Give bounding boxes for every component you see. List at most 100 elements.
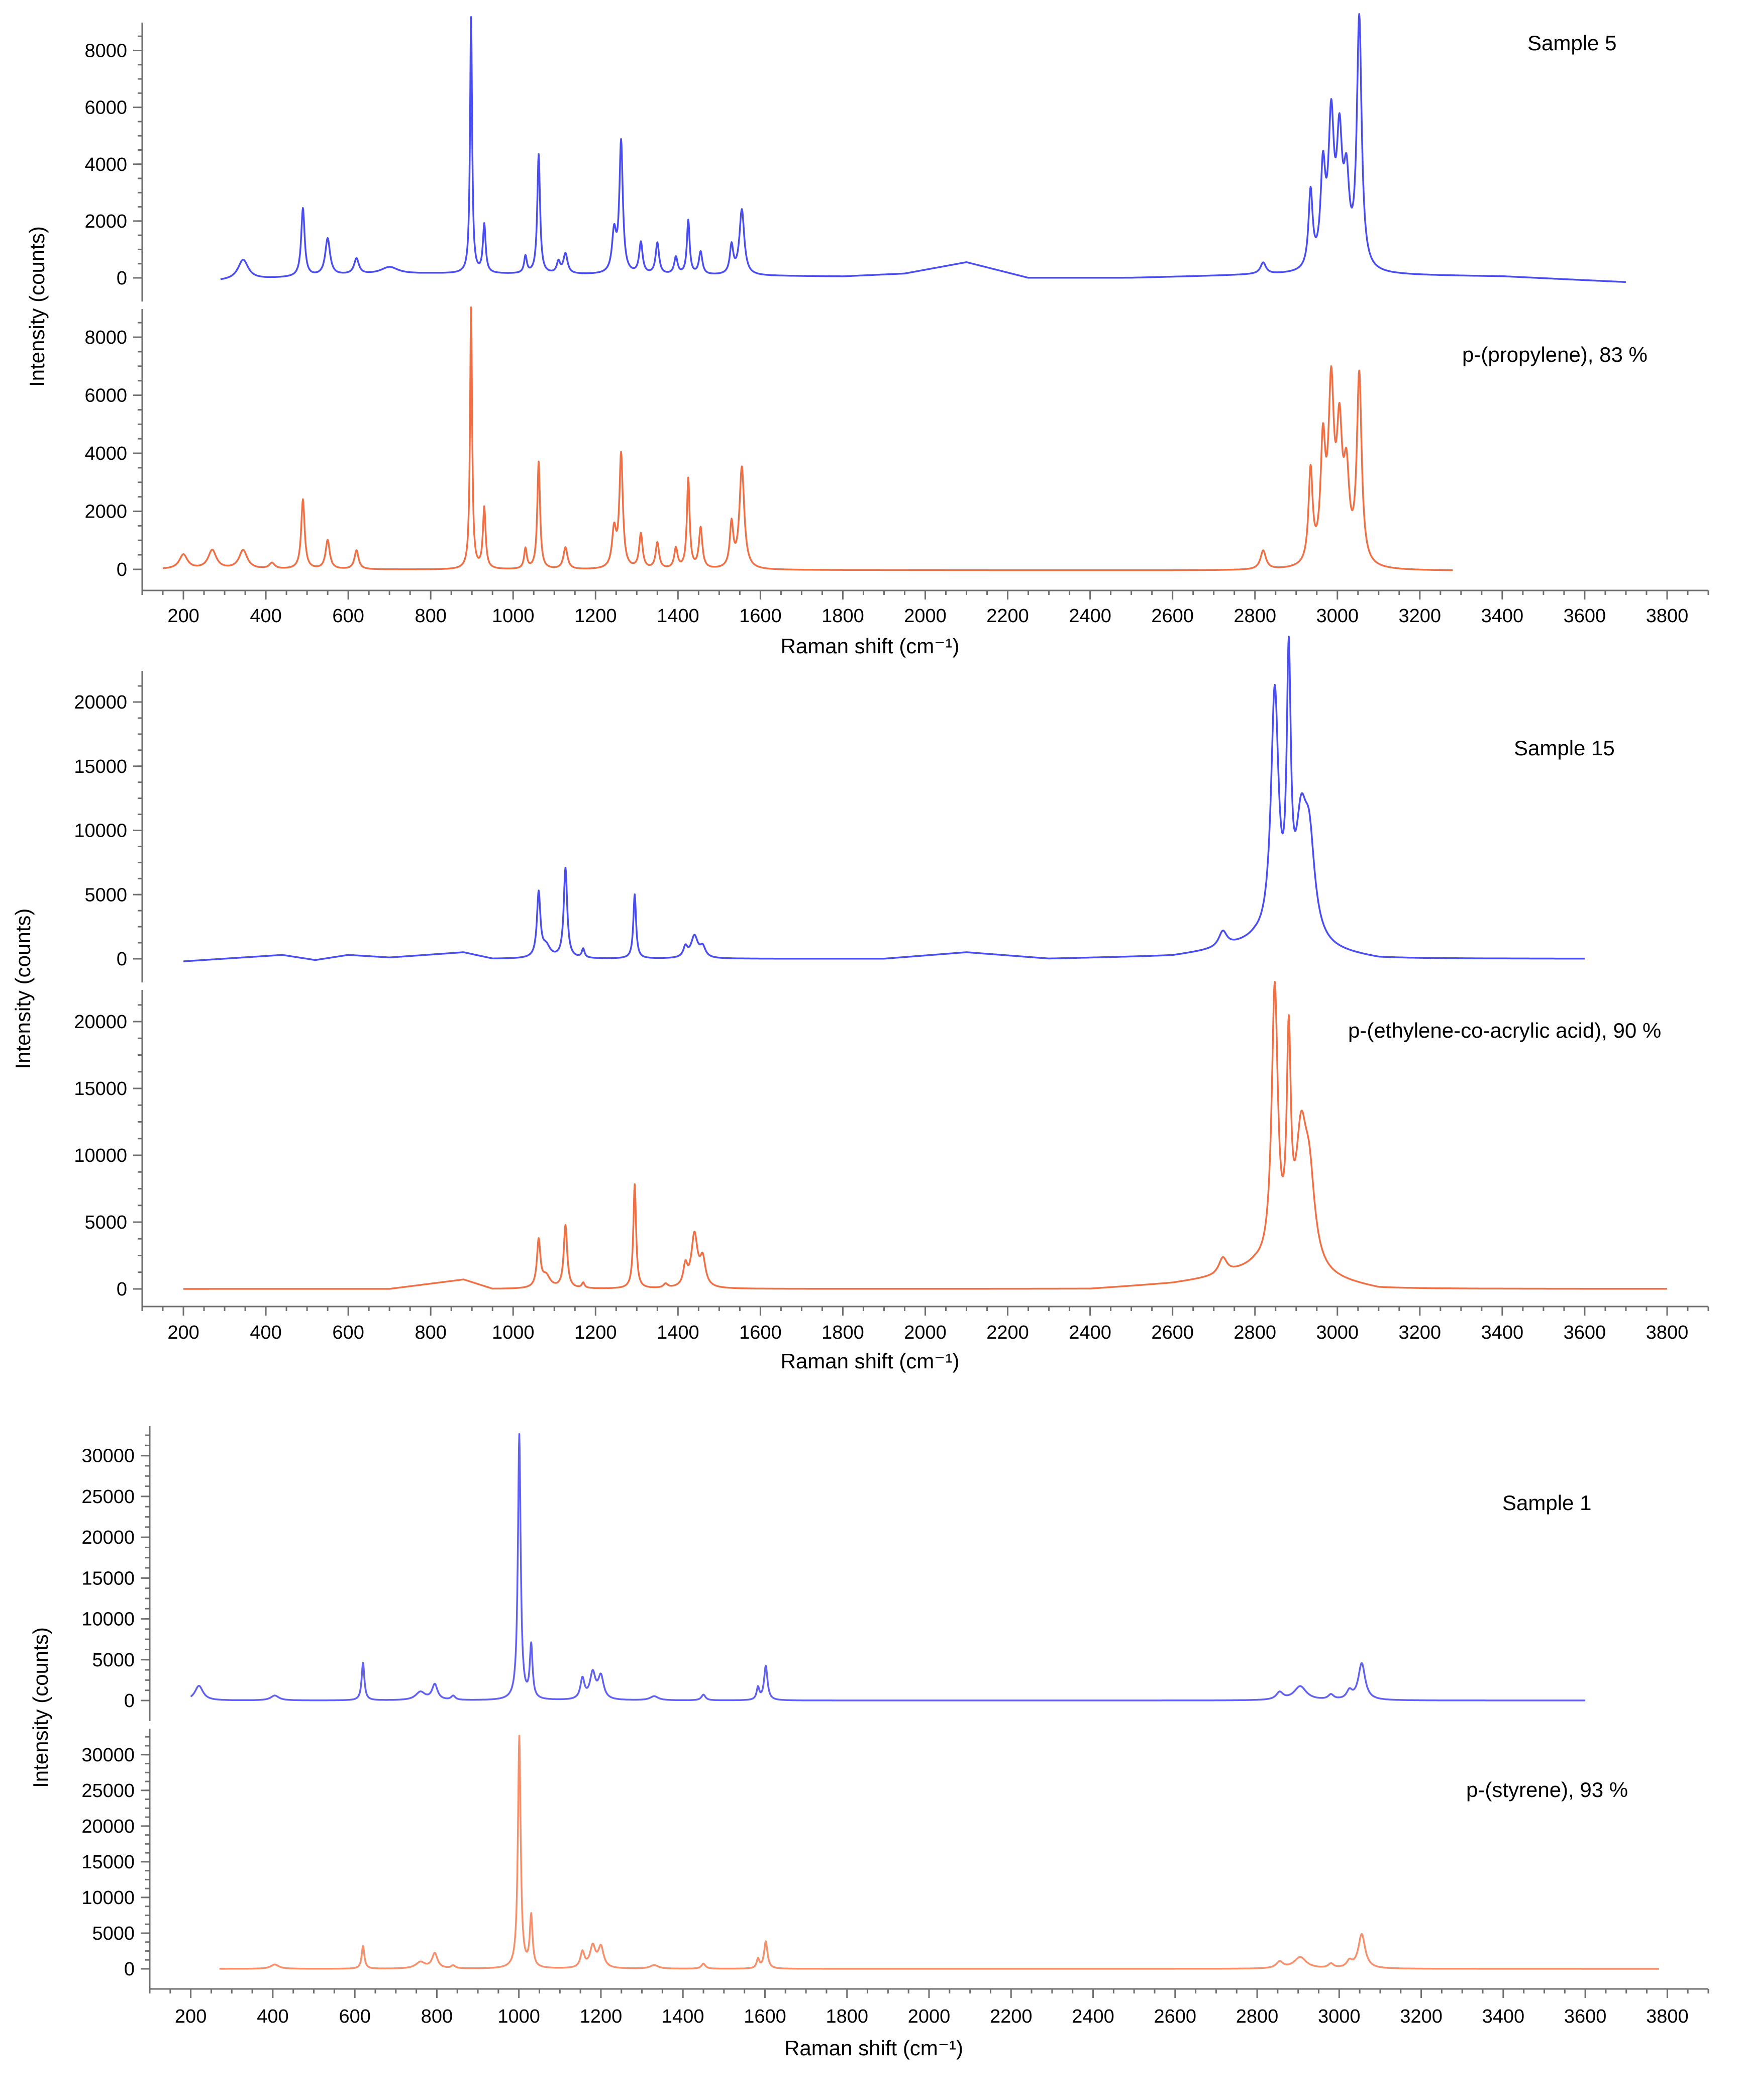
- x-tick-label: 200: [167, 606, 199, 627]
- x-axis-title: Raman shift (cm⁻¹): [784, 2036, 963, 2060]
- x-tick-label: 2200: [990, 2006, 1033, 2027]
- y-tick-label: 0: [117, 949, 127, 970]
- y-tick-label: 0: [117, 268, 127, 289]
- y-tick-label: 8000: [84, 41, 127, 62]
- x-tick-label: 3000: [1316, 1322, 1359, 1343]
- x-tick-label: 1800: [826, 2006, 868, 2027]
- x-tick-label: 1200: [574, 1322, 617, 1343]
- x-tick-label: 200: [175, 2006, 207, 2027]
- x-tick-label: 600: [332, 1322, 364, 1343]
- series-label: p-(propylene), 83 %: [1462, 343, 1648, 366]
- x-tick-label: 1400: [657, 606, 699, 627]
- x-tick-label: 3400: [1482, 2006, 1525, 2027]
- chart-2: 0 5000 10000 15000 20000 Sample 15 0 5000 10000 1…: [11, 635, 1709, 1373]
- x-tick-label: 600: [332, 606, 364, 627]
- x-tick-label: 1400: [657, 1322, 699, 1343]
- x-tick-label: 1200: [574, 606, 617, 627]
- y-tick-label: 8000: [84, 327, 127, 348]
- x-tick-label: 400: [257, 2006, 288, 2027]
- chart-3-panel-2: 0 5000 10000 15000 20000 25000 30000 p-(styrene…: [81, 1729, 1660, 1989]
- y-tick-label: 20000: [81, 1527, 135, 1548]
- y-tick-label: 10000: [74, 1145, 127, 1166]
- x-tick-label: 1600: [739, 1322, 782, 1343]
- x-tick-label: 1000: [497, 2006, 540, 2027]
- spectrum-line: [183, 981, 1668, 1290]
- x-tick-label: 2400: [1069, 606, 1111, 627]
- x-tick-label: 1400: [662, 2006, 704, 2027]
- spectrum-line: [220, 13, 1626, 283]
- x-tick-label: 400: [250, 606, 281, 627]
- spectrum-line: [219, 1735, 1660, 1970]
- x-tick-label: 800: [421, 2006, 453, 2027]
- series-label: Sample 15: [1514, 736, 1615, 760]
- y-tick-label: 5000: [84, 1212, 127, 1233]
- x-tick-label: 1200: [580, 2006, 623, 2027]
- chart-2-panel-1: 0 5000 10000 15000 20000 Sample 15: [74, 635, 1615, 982]
- x-tick-label: 2800: [1234, 1322, 1276, 1343]
- x-tick-label: 800: [415, 1322, 446, 1343]
- y-tick-label: 15000: [81, 1852, 135, 1873]
- x-tick-label: 2800: [1234, 606, 1276, 627]
- x-tick-label: 3200: [1399, 606, 1442, 627]
- chart-2-panel-2: 0 5000 10000 15000 20000 p-(ethylene-co-acryl…: [74, 981, 1668, 1307]
- y-tick-label: 0: [117, 1279, 127, 1300]
- x-tick-label: 1000: [492, 606, 535, 627]
- x-tick-label: 3000: [1316, 606, 1359, 627]
- chart-3: 0 5000 10000 15000 20000 25000 30000 Sample 1 0 5…: [29, 1426, 1709, 2060]
- x-tick-label: 2400: [1072, 2006, 1114, 2027]
- spectrum-line: [162, 306, 1454, 571]
- y-tick-label: 15000: [74, 1078, 127, 1099]
- x-tick-label: 3400: [1481, 1322, 1524, 1343]
- x-tick-label: 2800: [1236, 2006, 1279, 2027]
- x-tick-label: 3400: [1481, 606, 1524, 627]
- y-tick-label: 10000: [81, 1609, 135, 1630]
- x-tick-label: 3200: [1399, 1322, 1442, 1343]
- x-tick-label: 1800: [822, 1322, 864, 1343]
- y-tick-label: 6000: [84, 97, 127, 119]
- y-tick-label: 0: [124, 1959, 135, 1980]
- y-tick-label: 25000: [81, 1486, 135, 1508]
- x-tick-label: 2000: [904, 606, 947, 627]
- spectrum-line: [190, 1433, 1586, 1702]
- y-tick-label: 20000: [74, 692, 127, 713]
- y-tick-label: 20000: [74, 1012, 127, 1033]
- series-label: p-(styrene), 93 %: [1466, 1778, 1628, 1802]
- x-tick-label: 3200: [1400, 2006, 1443, 2027]
- x-tick-label: 3600: [1564, 1322, 1606, 1343]
- y-tick-label: 5000: [84, 884, 127, 906]
- x-tick-label: 2200: [986, 606, 1029, 627]
- chart-1-panel-1: 0 2000 4000 6000 8000 Sample 5: [84, 13, 1626, 302]
- chart-1-panel-2: 0 2000 4000 6000 8000 p-(propylene), 83 %: [84, 306, 1648, 590]
- y-tick-label: 25000: [81, 1780, 135, 1802]
- x-tick-label: 3800: [1646, 1322, 1689, 1343]
- chart-1: 0 2000 4000 6000 8000 Sample 5 0 2000 4000 6000 80…: [25, 13, 1709, 658]
- x-tick-label: 2600: [1151, 1322, 1194, 1343]
- y-tick-label: 2000: [84, 502, 127, 523]
- x-tick-label: 200: [167, 1322, 199, 1343]
- spectrum-line: [183, 635, 1585, 962]
- x-axis-title: Raman shift (cm⁻¹): [781, 634, 960, 658]
- x-tick-label: 2200: [986, 1322, 1029, 1343]
- x-tick-label: 3800: [1646, 2006, 1689, 2027]
- x-tick-label: 2000: [904, 1322, 947, 1343]
- x-tick-label: 600: [339, 2006, 370, 2027]
- x-tick-label: 1600: [744, 2006, 786, 2027]
- x-tick-label: 800: [415, 606, 446, 627]
- y-tick-label: 0: [124, 1690, 135, 1712]
- x-tick-label: 400: [250, 1322, 281, 1343]
- x-tick-label: 2400: [1069, 1322, 1111, 1343]
- y-tick-label: 20000: [81, 1816, 135, 1837]
- y-tick-label: 2000: [84, 211, 127, 232]
- y-axis-title: Intensity (counts): [11, 909, 35, 1069]
- x-tick-label: 1000: [492, 1322, 535, 1343]
- chart-3-panel-1: 0 5000 10000 15000 20000 25000 30000 Sample 1: [81, 1426, 1591, 1721]
- x-tick-label: 1800: [822, 606, 864, 627]
- x-tick-label: 2600: [1154, 2006, 1197, 2027]
- y-tick-label: 10000: [81, 1887, 135, 1909]
- x-tick-label: 1600: [739, 606, 782, 627]
- x-tick-label: 2600: [1151, 606, 1194, 627]
- y-tick-label: 30000: [81, 1446, 135, 1467]
- series-label: Sample 5: [1527, 31, 1616, 55]
- series-label: p-(ethylene-co-acrylic acid), 90 %: [1348, 1019, 1661, 1042]
- x-tick-label: 2000: [908, 2006, 951, 2027]
